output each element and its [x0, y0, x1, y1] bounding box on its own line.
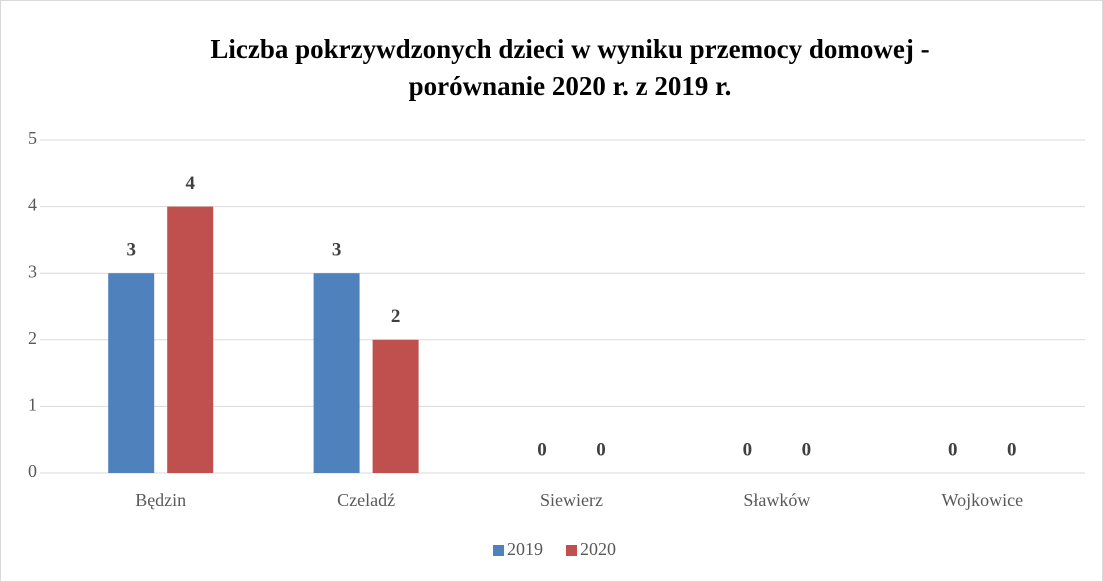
legend-swatch — [493, 545, 504, 556]
data-label: 0 — [743, 439, 753, 460]
bar — [372, 339, 419, 473]
data-label: 2 — [391, 306, 401, 327]
y-tick-label: 0 — [28, 461, 37, 481]
bar — [108, 273, 155, 473]
data-label: 4 — [185, 173, 195, 194]
legend-label: 2020 — [580, 539, 616, 559]
data-label: 3 — [332, 240, 342, 261]
data-label: 0 — [1007, 439, 1017, 460]
y-tick-label: 3 — [28, 261, 37, 281]
x-tick-label: Czeladź — [337, 490, 395, 510]
y-tick-label: 1 — [28, 395, 37, 415]
data-label: 3 — [126, 240, 136, 261]
data-label: 0 — [802, 439, 812, 460]
x-tick-label: Będzin — [135, 490, 186, 510]
legend-swatch — [566, 545, 577, 556]
bar — [167, 206, 214, 473]
bar — [313, 273, 360, 473]
data-label: 0 — [596, 439, 606, 460]
y-tick-label: 5 — [28, 128, 37, 148]
chart-title: porównanie 2020 r. z 2019 r. — [409, 71, 732, 101]
x-tick-label: Siewierz — [540, 490, 603, 510]
chart-title: Liczba pokrzywdzonych dzieci w wyniku pr… — [210, 34, 929, 64]
data-label: 0 — [948, 439, 958, 460]
x-tick-label: Wojkowice — [942, 490, 1024, 510]
y-tick-label: 2 — [28, 328, 37, 348]
data-label: 0 — [537, 439, 547, 460]
x-tick-label: Sławków — [743, 490, 810, 510]
y-tick-label: 4 — [28, 195, 37, 215]
legend-label: 2019 — [507, 539, 543, 559]
